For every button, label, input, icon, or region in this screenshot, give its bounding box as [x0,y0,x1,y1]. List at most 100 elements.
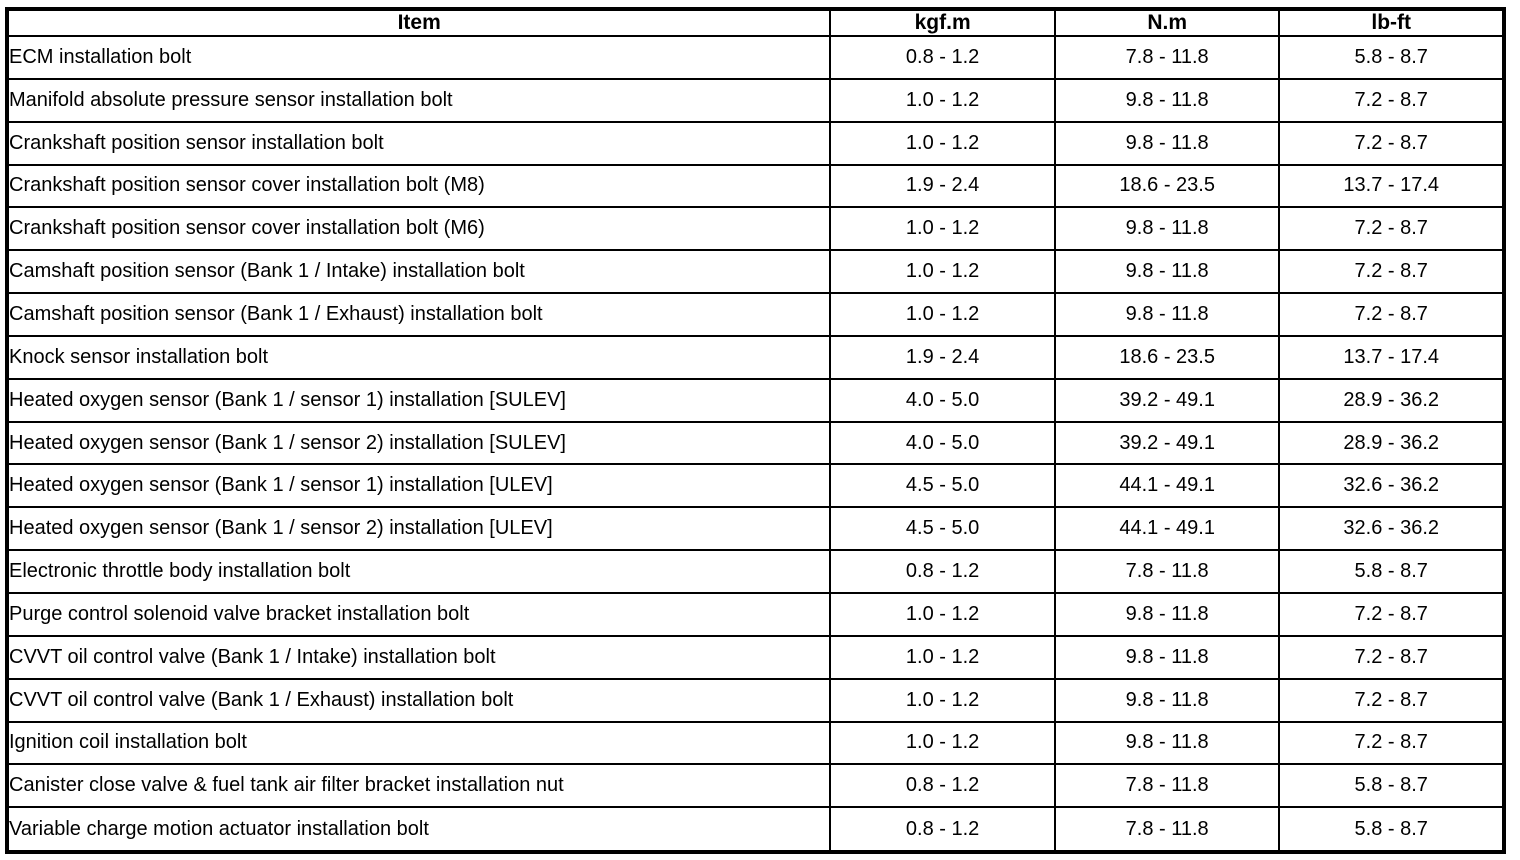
nm-value-cell: 9.8 - 11.8 [1053,677,1281,723]
lbft-value-cell: 7.2 - 8.7 [1278,292,1505,337]
torque-spec-table: Item kgf.m N.m lb-ft ECM installation bo… [5,7,1506,854]
nm-value-cell: 9.8 - 11.8 [1053,249,1281,295]
nm-value-cell: 9.8 - 11.8 [1053,120,1281,166]
item-cell: Ignition coil installation bolt [5,720,832,766]
kgfm-value-cell: 1.0 - 1.2 [829,634,1056,680]
table-header: Item kgf.m N.m lb-ft [5,8,1505,37]
nm-value-cell: 18.6 - 23.5 [1053,334,1281,380]
kgfm-value-cell: 0.8 - 1.2 [829,806,1056,853]
lbft-value-cell: 7.2 - 8.7 [1278,591,1505,637]
kgfm-value-cell: 4.0 - 5.0 [829,377,1056,423]
nm-value-cell: 7.8 - 11.8 [1053,549,1281,594]
table-row: Crankshaft position sensor installation … [5,120,1505,166]
nm-value-cell: 44.1 - 49.1 [1053,506,1281,552]
table-row: Crankshaft position sensor cover install… [5,206,1505,252]
table-body: ECM installation bolt 0.8 - 1.2 7.8 - 11… [5,35,1505,853]
lbft-value-cell: 7.2 - 8.7 [1278,206,1505,252]
torque-spec-table-container: Item kgf.m N.m lb-ft ECM installation bo… [5,7,1506,854]
lbft-value-cell: 7.2 - 8.7 [1278,720,1505,766]
lbft-value-cell: 5.8 - 8.7 [1278,763,1505,809]
kgfm-value-cell: 1.0 - 1.2 [829,206,1056,252]
lbft-value-cell: 5.8 - 8.7 [1278,806,1505,853]
item-cell: Purge control solenoid valve bracket ins… [5,591,832,637]
nm-value-cell: 9.8 - 11.8 [1053,77,1281,123]
table-row: Camshaft position sensor (Bank 1 / Intak… [5,249,1505,295]
table-row: ECM installation bolt 0.8 - 1.2 7.8 - 11… [5,35,1505,80]
nm-value-cell: 9.8 - 11.8 [1053,206,1281,252]
column-header-nm: N.m [1053,8,1281,37]
column-header-lbft: lb-ft [1278,8,1505,37]
item-cell: Crankshaft position sensor installation … [5,120,832,166]
item-cell: Knock sensor installation bolt [5,334,832,380]
lbft-value-cell: 28.9 - 36.2 [1278,377,1505,423]
lbft-value-cell: 13.7 - 17.4 [1278,163,1505,209]
item-cell: Variable charge motion actuator installa… [5,806,832,853]
table-row: CVVT oil control valve (Bank 1 / Exhaust… [5,677,1505,723]
lbft-value-cell: 7.2 - 8.7 [1278,677,1505,723]
table-row: Manifold absolute pressure sensor instal… [5,77,1505,123]
kgfm-value-cell: 4.5 - 5.0 [829,463,1056,509]
item-cell: Crankshaft position sensor cover install… [5,206,832,252]
nm-value-cell: 39.2 - 49.1 [1053,420,1281,466]
table-row: Ignition coil installation bolt 1.0 - 1.… [5,720,1505,766]
kgfm-value-cell: 1.0 - 1.2 [829,292,1056,337]
lbft-value-cell: 32.6 - 36.2 [1278,463,1505,509]
kgfm-value-cell: 1.0 - 1.2 [829,677,1056,723]
table-header-row: Item kgf.m N.m lb-ft [5,8,1505,37]
nm-value-cell: 39.2 - 49.1 [1053,377,1281,423]
nm-value-cell: 9.8 - 11.8 [1053,292,1281,337]
table-row: Canister close valve & fuel tank air fil… [5,763,1505,809]
item-cell: Canister close valve & fuel tank air fil… [5,763,832,809]
lbft-value-cell: 7.2 - 8.7 [1278,634,1505,680]
table-row: Heated oxygen sensor (Bank 1 / sensor 1)… [5,377,1505,423]
table-row: Variable charge motion actuator installa… [5,806,1505,853]
lbft-value-cell: 32.6 - 36.2 [1278,506,1505,552]
kgfm-value-cell: 1.9 - 2.4 [829,334,1056,380]
table-row: Electronic throttle body installation bo… [5,549,1505,594]
table-row: CVVT oil control valve (Bank 1 / Intake)… [5,634,1505,680]
kgfm-value-cell: 4.5 - 5.0 [829,506,1056,552]
kgfm-value-cell: 1.0 - 1.2 [829,249,1056,295]
nm-value-cell: 9.8 - 11.8 [1053,634,1281,680]
item-cell: CVVT oil control valve (Bank 1 / Exhaust… [5,677,832,723]
table-row: Camshaft position sensor (Bank 1 / Exhau… [5,292,1505,337]
item-cell: Manifold absolute pressure sensor instal… [5,77,832,123]
kgfm-value-cell: 0.8 - 1.2 [829,549,1056,594]
column-header-kgfm: kgf.m [829,8,1056,37]
lbft-value-cell: 5.8 - 8.7 [1278,35,1505,80]
nm-value-cell: 7.8 - 11.8 [1053,763,1281,809]
table-row: Heated oxygen sensor (Bank 1 / sensor 1)… [5,463,1505,509]
table-row: Heated oxygen sensor (Bank 1 / sensor 2)… [5,506,1505,552]
table-row: Purge control solenoid valve bracket ins… [5,591,1505,637]
kgfm-value-cell: 1.0 - 1.2 [829,720,1056,766]
lbft-value-cell: 13.7 - 17.4 [1278,334,1505,380]
nm-value-cell: 7.8 - 11.8 [1053,35,1281,80]
lbft-value-cell: 5.8 - 8.7 [1278,549,1505,594]
kgfm-value-cell: 1.0 - 1.2 [829,120,1056,166]
item-cell: Heated oxygen sensor (Bank 1 / sensor 1)… [5,463,832,509]
kgfm-value-cell: 0.8 - 1.2 [829,763,1056,809]
nm-value-cell: 9.8 - 11.8 [1053,720,1281,766]
item-cell: ECM installation bolt [5,35,832,80]
kgfm-value-cell: 4.0 - 5.0 [829,420,1056,466]
kgfm-value-cell: 1.0 - 1.2 [829,591,1056,637]
lbft-value-cell: 7.2 - 8.7 [1278,120,1505,166]
nm-value-cell: 7.8 - 11.8 [1053,806,1281,853]
column-header-item: Item [5,8,832,37]
item-cell: Camshaft position sensor (Bank 1 / Intak… [5,249,832,295]
table-row: Crankshaft position sensor cover install… [5,163,1505,209]
kgfm-value-cell: 0.8 - 1.2 [829,35,1056,80]
item-cell: Heated oxygen sensor (Bank 1 / sensor 2)… [5,506,832,552]
lbft-value-cell: 7.2 - 8.7 [1278,77,1505,123]
item-cell: Electronic throttle body installation bo… [5,549,832,594]
item-cell: Heated oxygen sensor (Bank 1 / sensor 2)… [5,420,832,466]
table-row: Knock sensor installation bolt 1.9 - 2.4… [5,334,1505,380]
nm-value-cell: 18.6 - 23.5 [1053,163,1281,209]
nm-value-cell: 9.8 - 11.8 [1053,591,1281,637]
item-cell: Heated oxygen sensor (Bank 1 / sensor 1)… [5,377,832,423]
kgfm-value-cell: 1.0 - 1.2 [829,77,1056,123]
kgfm-value-cell: 1.9 - 2.4 [829,163,1056,209]
item-cell: CVVT oil control valve (Bank 1 / Intake)… [5,634,832,680]
item-cell: Crankshaft position sensor cover install… [5,163,832,209]
lbft-value-cell: 28.9 - 36.2 [1278,420,1505,466]
